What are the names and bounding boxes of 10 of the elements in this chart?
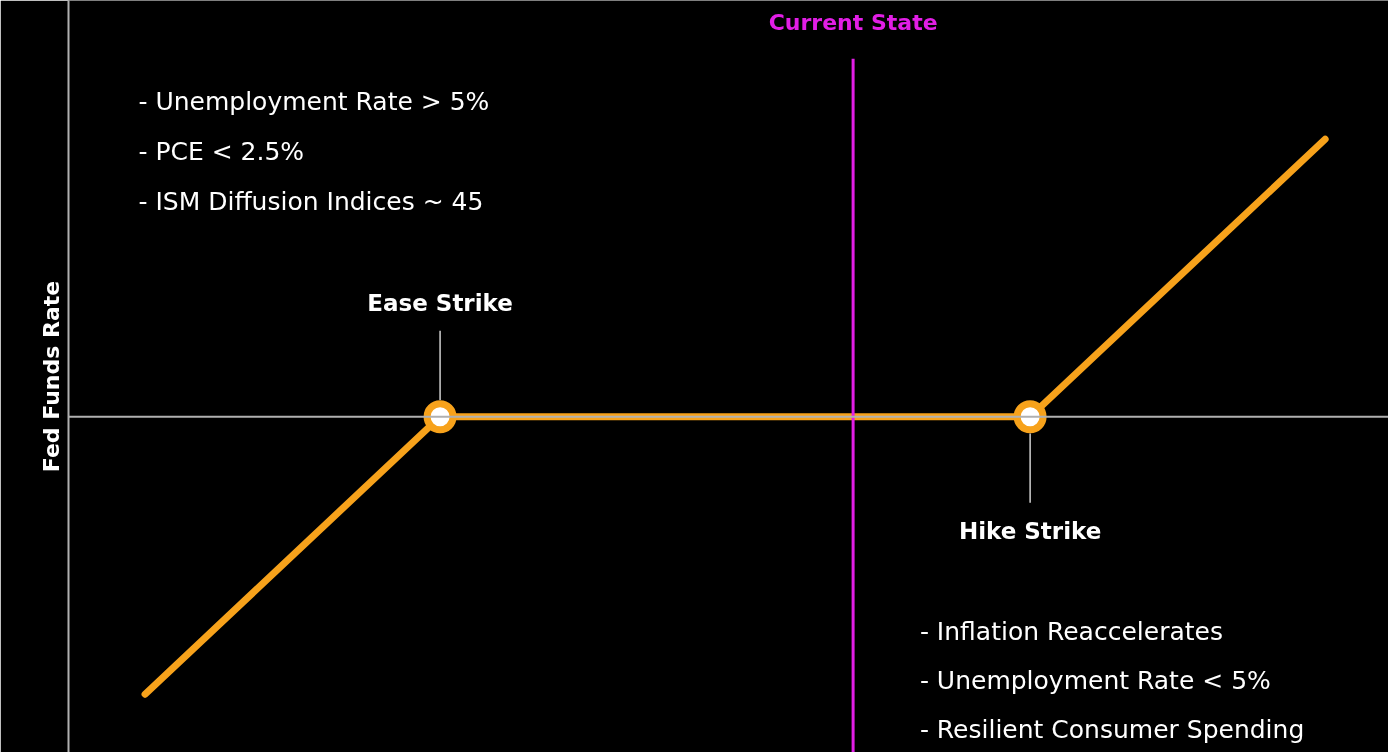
annotation: - ISM Diffusion Indices ~ 45 xyxy=(138,186,484,216)
annotation: - PCE < 2.5% xyxy=(138,136,305,166)
text: - Resilient Consumer Spending xyxy=(919,714,1305,744)
annotation: Ease Strike xyxy=(367,289,513,316)
annotation: - Inflation Reaccelerates xyxy=(919,616,1223,646)
text: - Unemployment Rate > 5% xyxy=(138,86,490,116)
text: Current State xyxy=(768,10,938,36)
annotation: Hike Strike xyxy=(958,517,1102,544)
y-axis-title: Fed Funds Rate xyxy=(38,280,64,473)
annotation: - Unemployment Rate < 5% xyxy=(919,665,1271,695)
